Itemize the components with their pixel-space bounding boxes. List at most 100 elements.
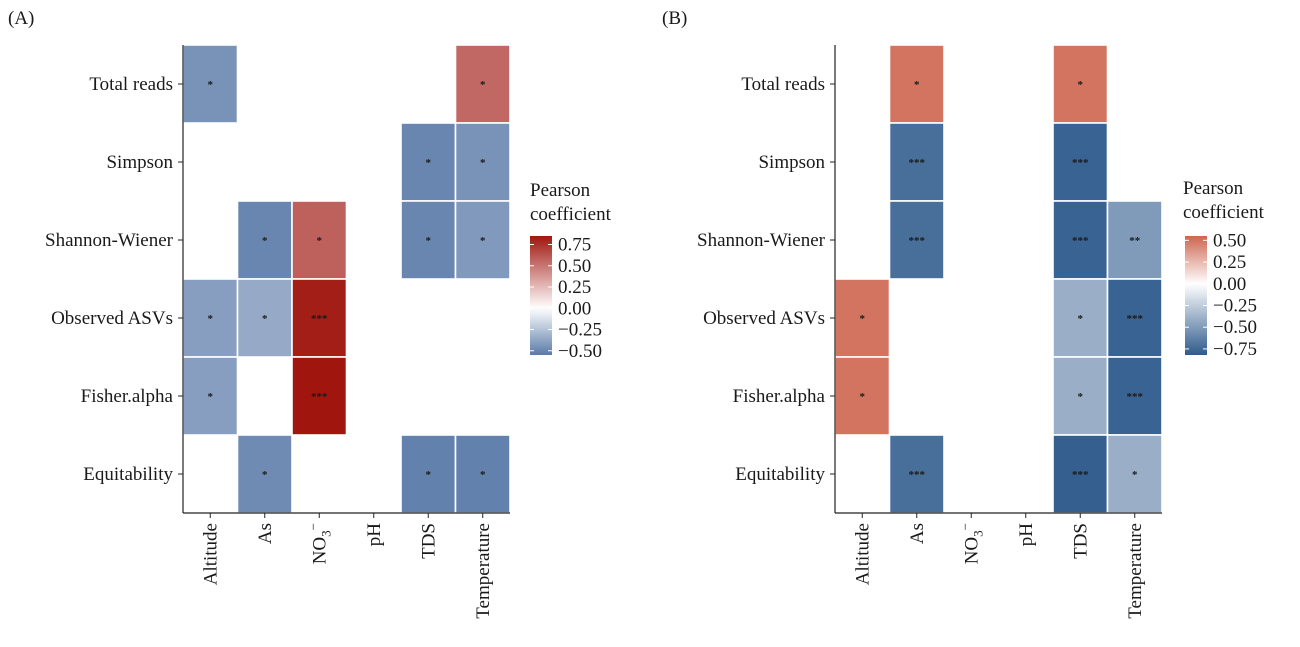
significance-mark: * [480,235,486,247]
x-tick-label: pH [1016,523,1037,547]
y-tick-label: Shannon-Wiener [697,230,826,251]
y-tick-label: Total reads [741,74,825,95]
significance-mark: * [317,235,323,247]
legend-tick-label: −0.25 [558,320,602,341]
heatmap-cell [1106,200,1163,280]
heatmap-cell [1052,44,1109,124]
legend-title: coefficient [1183,202,1265,223]
x-tick-label: NO3− [957,523,985,564]
significance-mark: * [1078,313,1084,325]
significance-mark: * [426,157,432,169]
significance-mark: * [262,235,268,247]
significance-mark: *** [1127,391,1144,403]
panel-b: (B) * **** ****** *** *** * **** * ****** *** *Tot… [662,8,1265,619]
significance-mark: * [262,469,268,481]
heatmap-cell [1052,122,1109,202]
heatmap-cell [888,434,945,514]
significance-mark: * [426,235,432,247]
y-tick-label: Fisher.alpha [81,386,174,407]
legend-tick-label: −0.50 [1213,317,1257,338]
heatmap-cell [454,434,511,514]
significance-mark: * [426,469,432,481]
panel-label: (B) [662,8,687,29]
heatmap-cell [454,44,511,124]
legend-tick-label: 0.00 [558,298,591,319]
legend-tick-label: −0.50 [558,341,602,362]
significance-mark: *** [311,391,328,403]
panel-label: (A) [8,8,34,29]
heatmap-cell [182,356,239,436]
significance-mark: * [480,157,486,169]
x-tick-label: As [255,523,276,544]
heatmap-cell [1052,200,1109,280]
x-tick-label: pH [364,523,385,547]
y-tick-label: Shannon-Wiener [45,230,174,251]
legend-tick-label: 0.50 [1213,230,1246,251]
legend-tick-label: 0.25 [558,277,591,298]
x-tick-label: Altitude [200,523,221,585]
heatmap-cell [400,200,457,280]
legend-colorbar [1185,236,1207,355]
legend-colorbar [530,236,552,355]
significance-mark: * [1078,391,1084,403]
heatmap-cell [1052,278,1109,358]
legend-title: Pearson [1183,178,1244,199]
significance-mark: * [1132,469,1138,481]
x-tick-label: TDS [418,523,439,559]
significance-mark: *** [909,157,926,169]
heatmap-cell [454,122,511,202]
heatmap-cell [291,356,348,436]
significance-mark: * [480,469,486,481]
x-tick-label: NO3− [305,523,333,564]
y-tick-label: Equitability [83,464,173,485]
significance-mark: * [262,313,268,325]
significance-mark: * [480,79,486,91]
heatmap-cell [236,434,293,514]
x-tick-label: As [907,523,928,544]
legend-title: coefficient [530,204,612,225]
heatmap-cell [291,200,348,280]
x-tick-label: Altitude [852,523,873,585]
significance-mark: * [208,391,214,403]
significance-mark: *** [909,469,926,481]
y-tick-label: Fisher.alpha [733,386,826,407]
heatmap-cell [454,200,511,280]
heatmap-cell [834,278,891,358]
significance-mark: * [860,391,866,403]
y-tick-label: Simpson [106,152,173,173]
significance-mark: * [1078,79,1084,91]
significance-mark: * [208,313,214,325]
panel-a: (A) * ** ** * * ** * **** **** * *Total readsSimps… [8,8,612,619]
significance-mark: * [914,79,920,91]
legend-tick-label: −0.25 [1213,295,1257,316]
significance-mark: *** [1072,235,1089,247]
significance-mark: *** [1127,313,1144,325]
legend-tick-label: −0.75 [1213,339,1257,360]
x-tick-label: TDS [1070,523,1091,559]
legend-title: Pearson [530,180,591,201]
y-tick-label: Total reads [89,74,173,95]
x-tick-label: Temperature [1125,523,1146,619]
x-tick-label: Temperature [473,523,494,619]
significance-mark: * [860,313,866,325]
heatmap-cells: * ** ** * * ** * **** **** * * [182,44,511,514]
color-legend: Pearson coefficient 0.500.250.00−0.25−0.50… [1183,178,1265,360]
legend-tick-label: 0.50 [558,256,591,277]
heatmap-cell [888,44,945,124]
heatmap-cell [236,278,293,358]
legend-tick-label: 0.00 [1213,274,1246,295]
significance-mark: * [208,79,214,91]
y-tick-label: Observed ASVs [703,308,825,329]
y-tick-label: Equitability [735,464,825,485]
y-tick-label: Observed ASVs [51,308,173,329]
significance-mark: *** [1072,157,1089,169]
heatmap-cell [291,278,348,358]
heatmap-cell [1052,434,1109,514]
heatmap-cell [888,200,945,280]
y-tick-label: Simpson [758,152,825,173]
significance-mark: ** [1129,235,1141,247]
legend-tick-label: 0.75 [558,235,591,256]
significance-mark: *** [909,235,926,247]
heatmap-cells: * **** ****** *** *** * **** * ****** *** * [834,44,1163,514]
